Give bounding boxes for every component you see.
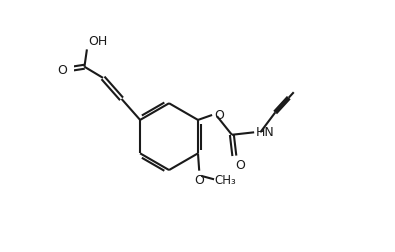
Text: HN: HN — [256, 126, 274, 139]
Text: O: O — [214, 109, 224, 121]
Text: O: O — [57, 64, 67, 76]
Text: O: O — [235, 159, 245, 172]
Text: CH₃: CH₃ — [215, 173, 237, 186]
Text: O: O — [194, 173, 204, 186]
Text: OH: OH — [88, 35, 107, 48]
